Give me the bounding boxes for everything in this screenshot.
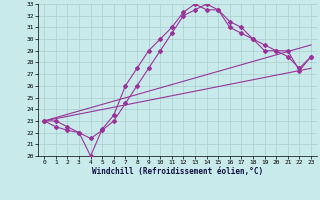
X-axis label: Windchill (Refroidissement éolien,°C): Windchill (Refroidissement éolien,°C): [92, 167, 263, 176]
